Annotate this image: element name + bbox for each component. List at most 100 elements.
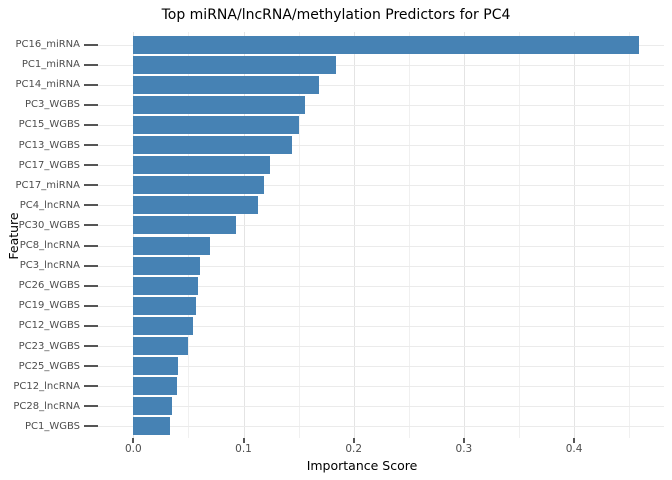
- y-tick-mark: [84, 224, 98, 227]
- y-tick-mark: [84, 264, 98, 267]
- y-tick-mark: [84, 345, 98, 347]
- x-tick-mark: [132, 438, 135, 443]
- x-tick-mark: [573, 438, 576, 443]
- bar-PC1_WGBS: [133, 417, 170, 436]
- y-axis-tick-area: PC16_miRNA PC1_miRNA PC14_miRNA PC3_WGBS PC1…: [0, 32, 98, 438]
- x-tick-label: 0.1: [235, 443, 252, 455]
- y-tick-mark: [84, 385, 98, 388]
- gridline-horizontal: [98, 265, 664, 267]
- y-tick-mark: [84, 324, 98, 327]
- gridline-vertical-minor: [298, 32, 300, 438]
- y-tick-label: PC12_WGBS: [18, 320, 80, 332]
- gridline-horizontal: [98, 325, 664, 327]
- y-tick-mark: [84, 103, 98, 106]
- plot-panel: [98, 32, 664, 438]
- y-tick-label: PC17_miRNA: [15, 179, 80, 191]
- gridline-horizontal: [98, 145, 664, 146]
- y-tick-label: PC23_WGBS: [18, 340, 80, 352]
- y-tick-label: PC30_WGBS: [18, 219, 80, 231]
- y-tick-mark: [84, 83, 98, 86]
- y-tick-mark: [84, 304, 98, 307]
- x-axis-label: Importance Score: [306, 458, 418, 473]
- gridline-vertical-major: [133, 32, 135, 438]
- y-tick-mark: [84, 63, 98, 66]
- x-tick-mark: [462, 438, 465, 443]
- y-tick-label: PC16_miRNA: [15, 39, 80, 50]
- bar-PC16_miRNA: [133, 35, 640, 54]
- y-tick-label: PC3_lncRNA: [19, 260, 80, 272]
- bar-PC23_WGBS: [133, 337, 189, 355]
- gridline-vertical-major: [353, 32, 355, 438]
- bar-PC17_miRNA: [133, 176, 265, 195]
- gridline-horizontal: [98, 386, 664, 388]
- bar-PC8_lncRNA: [133, 236, 211, 255]
- gridline-horizontal: [98, 104, 664, 106]
- bar-PC13_WGBS: [133, 136, 292, 154]
- y-tick-label: PC28_lncRNA: [13, 400, 80, 412]
- y-tick-label: PC25_WGBS: [18, 360, 80, 372]
- bar-PC15_WGBS: [133, 115, 299, 134]
- y-tick-label: PC8_lncRNA: [19, 240, 80, 251]
- gridline-horizontal: [98, 285, 664, 287]
- gridline-horizontal: [98, 406, 664, 408]
- y-tick-mark: [84, 405, 98, 408]
- x-tick-label: 0.0: [124, 443, 142, 455]
- bar-PC28_lncRNA: [133, 397, 172, 416]
- y-tick-label: PC15_WGBS: [18, 119, 80, 131]
- bar-PC30_WGBS: [133, 216, 236, 235]
- gridline-vertical-major: [463, 32, 465, 438]
- gridline-vertical-major: [243, 32, 245, 438]
- x-tick-label: 0.4: [565, 443, 583, 455]
- y-tick-label: PC3_WGBS: [24, 99, 80, 111]
- y-tick-mark: [84, 244, 98, 247]
- gridline-horizontal: [98, 305, 664, 307]
- y-tick-label: PC1_miRNA: [21, 59, 80, 71]
- y-tick-mark: [84, 204, 98, 207]
- gridline-vertical-minor: [188, 32, 190, 438]
- y-tick-label: PC17_WGBS: [18, 159, 80, 171]
- gridline-vertical-minor: [519, 32, 520, 438]
- x-tick-mark: [242, 438, 245, 443]
- gridline-horizontal: [98, 84, 664, 86]
- gridline-vertical-minor: [629, 32, 631, 438]
- y-tick-mark: [84, 123, 98, 126]
- bar-PC14_miRNA: [133, 75, 320, 94]
- y-tick-mark: [84, 144, 98, 146]
- bar-PC17_WGBS: [133, 156, 270, 175]
- bar-PC3_lncRNA: [133, 256, 201, 275]
- y-tick-mark: [84, 184, 98, 187]
- gridline-horizontal: [98, 165, 664, 167]
- bar-PC12_WGBS: [133, 316, 193, 335]
- y-tick-label: PC1_WGBS: [24, 420, 80, 432]
- bar-PC19_WGBS: [133, 296, 197, 315]
- y-tick-label: PC26_WGBS: [18, 280, 80, 292]
- gridline-horizontal: [98, 245, 664, 247]
- y-tick-label: PC13_WGBS: [18, 139, 80, 151]
- x-tick-mark: [352, 438, 355, 443]
- bar-PC3_WGBS: [133, 95, 306, 114]
- gridline-vertical-minor: [408, 32, 410, 438]
- x-tick-label: 0.3: [455, 443, 473, 455]
- y-tick-mark: [84, 284, 98, 287]
- gridline-horizontal: [98, 124, 664, 126]
- bar-PC26_WGBS: [133, 276, 199, 295]
- y-tick-mark: [84, 43, 98, 46]
- y-tick-mark: [84, 425, 98, 428]
- gridline-horizontal: [98, 346, 664, 347]
- gridline-horizontal: [98, 64, 664, 66]
- gridline-horizontal: [98, 205, 664, 207]
- bar-PC25_WGBS: [133, 357, 179, 376]
- y-tick-label: PC4_lncRNA: [19, 199, 80, 211]
- bar-PC4_lncRNA: [133, 196, 258, 215]
- y-tick-mark: [84, 365, 98, 368]
- gridline-vertical-major: [574, 32, 576, 438]
- gridline-horizontal: [98, 366, 664, 368]
- gridline-horizontal: [98, 185, 664, 187]
- y-tick-mark: [84, 164, 98, 167]
- bar-PC12_lncRNA: [133, 377, 178, 396]
- y-tick-label: PC14_miRNA: [15, 79, 80, 91]
- x-tick-label: 0.2: [345, 443, 363, 455]
- y-tick-label: PC19_WGBS: [18, 300, 80, 312]
- bar-PC1_miRNA: [133, 55, 337, 74]
